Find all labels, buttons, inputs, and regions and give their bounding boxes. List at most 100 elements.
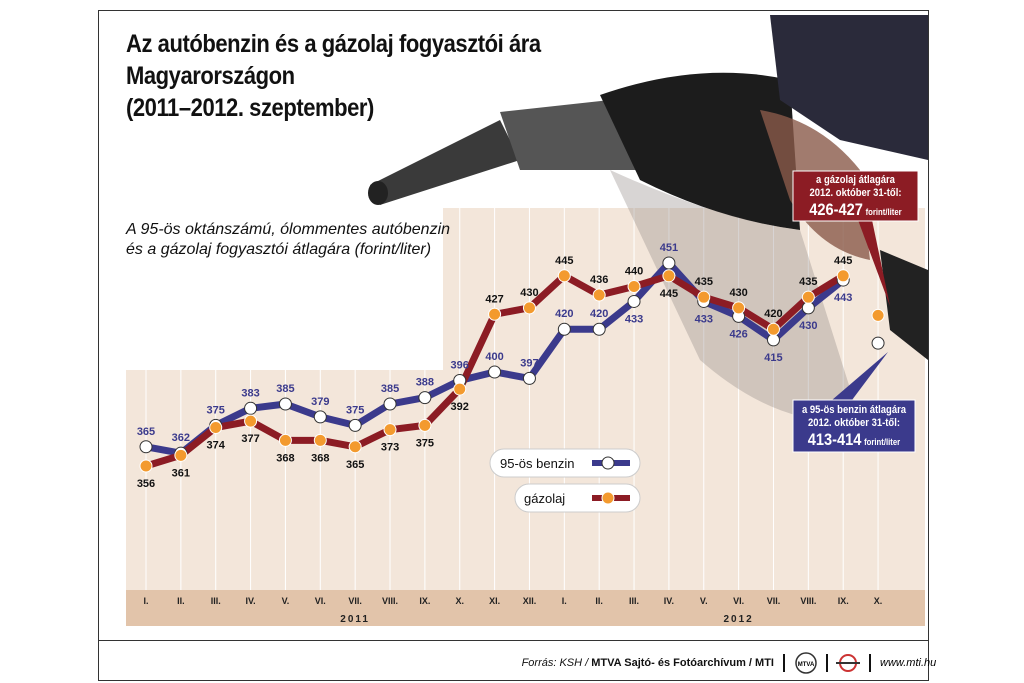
data-label-petrol: 443 [834,292,852,304]
data-label-petrol: 383 [241,387,259,399]
data-label-diesel: 445 [660,288,678,300]
data-point-diesel [766,322,780,336]
data-point-diesel [348,440,362,454]
data-label-diesel: 427 [485,293,503,305]
data-label-petrol: 388 [416,377,434,389]
callout-diesel-box [792,170,919,222]
svg-text:MTVA: MTVA [798,662,815,668]
title-line: Az autóbenzin és a gázolaj fogyasztói ár… [126,30,541,58]
callout-line: 2012. október 31-től: [807,417,900,429]
data-point-diesel [557,269,571,283]
data-label-petrol: 433 [695,313,713,325]
x-tick-label: IV. [664,596,674,606]
data-label-petrol: 362 [172,432,190,444]
mtva-logo: MTVA [795,652,817,674]
x-tick-label: X. [455,596,464,606]
callout-line: 2012. október 31-től: [809,187,902,199]
website-link[interactable]: www.mti.hu [880,657,937,669]
data-label-petrol: 400 [485,351,503,363]
x-tick-label: X. [874,596,883,606]
data-point-petrol [557,322,571,336]
legend-item-petrol: 95-ös benzin [489,448,641,478]
data-label-diesel: 435 [695,276,713,288]
data-point-diesel [418,418,432,432]
data-label-diesel: 356 [137,478,155,490]
year-label: 2011 [340,614,370,625]
x-tick-label: I. [562,596,567,606]
data-label-diesel: 374 [207,440,226,452]
data-point-diesel [697,290,711,304]
axis-band [126,590,925,626]
legend-label-diesel: gázolaj [524,491,565,506]
data-label-petrol: 396 [451,360,469,372]
subtitle-line: A 95-ös oktánszámú, ólommentes autóbenzi… [126,221,451,238]
data-label-diesel: 445 [834,255,852,267]
data-point-petrol [383,397,397,411]
data-label-diesel: 361 [172,467,190,479]
data-point-petrol [662,256,676,270]
data-point-petrol [522,371,536,385]
data-labels: 365 362 375 383 385 379 375 385 388 396 400 397 420 4… [137,242,853,490]
title-line: (2011–2012. szeptember) [126,94,374,122]
data-point-diesel [278,433,292,447]
data-label-petrol: 385 [276,383,294,395]
data-point-petrol [313,410,327,424]
data-label-petrol: 365 [137,426,155,438]
x-tick-label: IX. [838,596,849,606]
data-label-diesel: 377 [241,433,259,445]
page-title: Az autóbenzin és a gázolaj fogyasztói ár… [126,28,541,124]
legend-marker-diesel [601,491,615,505]
data-label-petrol: 375 [207,404,225,416]
data-label-petrol: 375 [346,404,364,416]
x-tick-label: II. [595,596,603,606]
series-markers [139,256,885,473]
data-point-diesel [488,307,502,321]
data-label-diesel: 435 [799,276,817,288]
data-point-petrol [592,322,606,336]
x-tick-label: VI. [733,596,744,606]
data-point-diesel [209,421,223,435]
legend-item-diesel: gázolaj [514,483,641,513]
data-label-diesel: 365 [346,459,364,471]
data-point-diesel [732,301,746,315]
data-point-petrol [278,397,292,411]
data-label-petrol: 420 [590,308,608,320]
mti-logo [836,654,860,672]
data-point-petrol [627,294,641,308]
x-tick-label: II. [177,596,185,606]
callout-line: a gázolaj átlagára [816,174,895,186]
x-tick-label: V. [282,596,290,606]
callout-unit: forint/liter [864,437,901,447]
callout-diesel: a gázolaj átlagára 2012. október 31-től:… [793,174,918,220]
data-point-petrol [244,401,258,415]
x-tick-label: VII. [348,596,362,606]
data-label-diesel: 440 [625,265,643,277]
footer-separators [783,654,871,672]
data-label-diesel: 368 [276,452,294,464]
data-label-petrol: 451 [660,242,678,254]
data-point-diesel [662,269,676,283]
source-prefix: Forrás: KSH / [521,657,589,669]
data-point-diesel [522,301,536,315]
data-point-diesel [836,269,850,283]
data-point-diesel [627,279,641,293]
callout-value: 426-427 [809,200,863,219]
x-tick-label: III. [629,596,639,606]
data-label-diesel: 392 [451,401,469,413]
data-point-petrol [488,365,502,379]
x-tick-label: XII. [523,596,537,606]
data-point-diesel [592,288,606,302]
year-label: 2012 [723,614,753,625]
x-tick-label: IV. [245,596,255,606]
x-tick-label: I. [143,596,148,606]
callout-value: 413-414 [807,430,862,449]
callout-line: a 95-ös benzin átlagára [801,404,907,416]
source-agency: MTVA Sajtó- és Fotóarchívum / MTI [591,657,774,669]
projected-point-diesel [871,308,885,322]
x-tick-label: VIII. [800,596,816,606]
legend: 95-ös benzin gázolaj [489,448,641,513]
x-tick-label: IX. [419,596,430,606]
data-label-diesel: 430 [729,287,747,299]
data-label-petrol: 415 [764,352,782,364]
